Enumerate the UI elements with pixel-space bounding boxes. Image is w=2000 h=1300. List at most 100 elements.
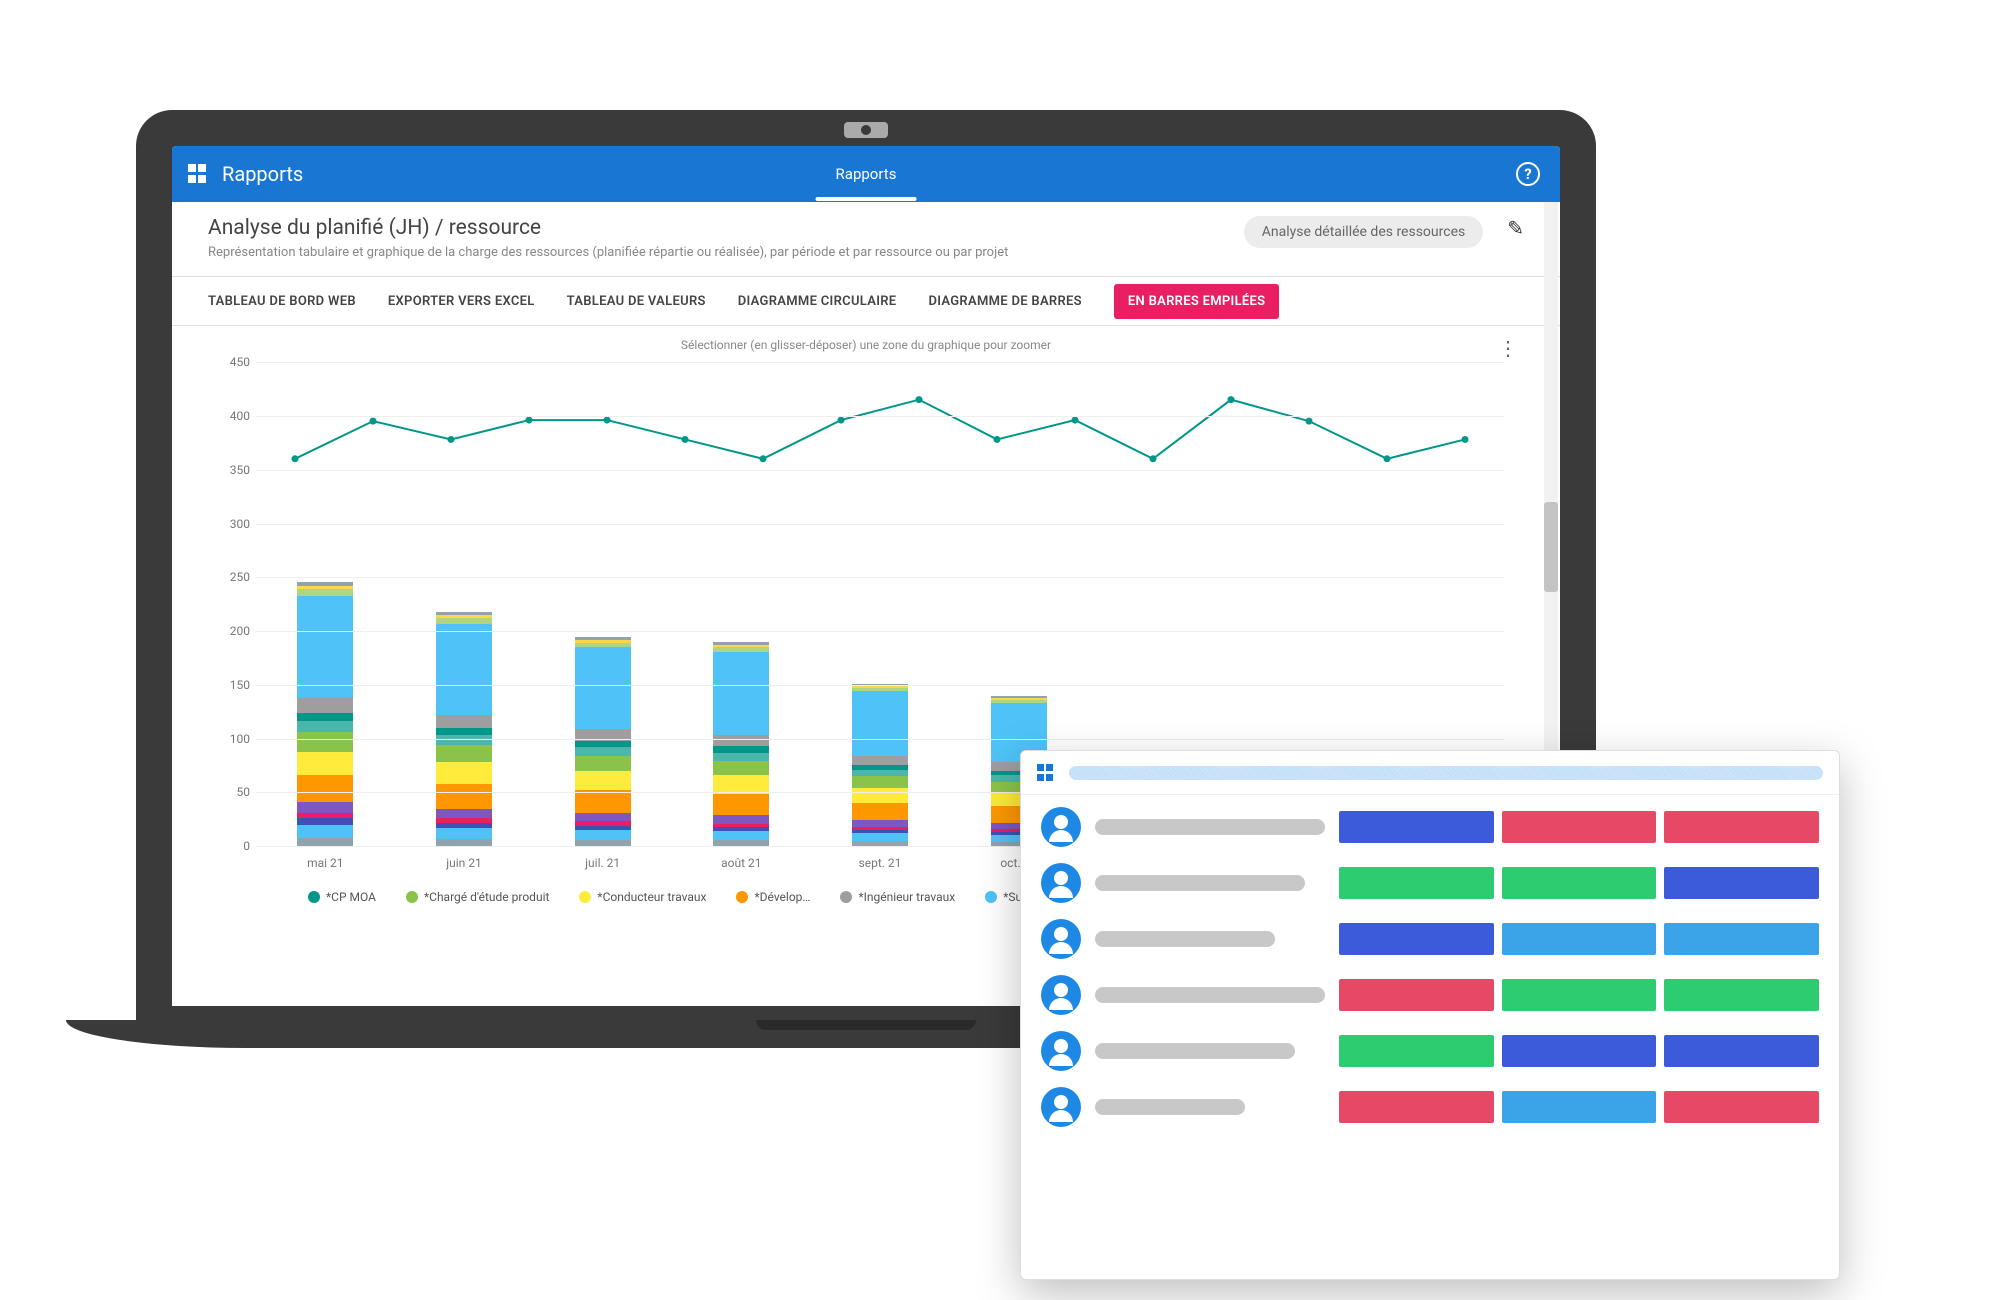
resource-row[interactable] (1021, 1023, 1839, 1079)
x-tick-label: juil. 21 (585, 856, 620, 870)
status-cell (1502, 979, 1657, 1011)
name-placeholder (1095, 987, 1325, 1003)
legend-label: *CP MOA (326, 890, 376, 904)
view-tab[interactable]: DIAGRAMME CIRCULAIRE (738, 294, 897, 309)
bar-segment (436, 745, 492, 762)
bar-segment (575, 747, 631, 756)
avatar-icon (1041, 1031, 1081, 1071)
status-cell (1502, 1091, 1657, 1123)
view-tab[interactable]: EN BARRES EMPILÉES (1114, 284, 1280, 319)
avatar-icon (1041, 863, 1081, 903)
avatar-icon (1041, 1087, 1081, 1127)
legend-label: *Dévelop… (754, 890, 810, 904)
resource-row[interactable] (1021, 967, 1839, 1023)
view-tab[interactable]: TABLEAU DE BORD WEB (208, 294, 356, 309)
legend-item[interactable]: *Ingénieur travaux (840, 890, 955, 904)
legend-label: *Chargé d'étude produit (424, 890, 549, 904)
resource-panel (1020, 750, 1840, 1280)
apps-icon[interactable] (188, 164, 208, 184)
help-icon[interactable]: ? (1516, 162, 1540, 186)
status-cell (1664, 1035, 1819, 1067)
view-tab[interactable]: DIAGRAMME DE BARRES (928, 294, 1081, 309)
y-tick-label: 250 (208, 570, 250, 584)
status-cell (1502, 811, 1657, 843)
avatar-icon (1041, 975, 1081, 1015)
bar-segment (436, 624, 492, 715)
bar-segment (713, 815, 769, 824)
app-title: Rapports (222, 162, 303, 186)
legend-item[interactable]: *Conducteur travaux (579, 890, 706, 904)
legend-swatch (985, 891, 997, 903)
status-cell (1339, 1091, 1494, 1123)
bar-segment (297, 721, 353, 732)
bar-segment (713, 735, 769, 746)
header-placeholder (1069, 766, 1823, 780)
page-description: Représentation tabulaire et graphique de… (208, 244, 1108, 262)
bar-segment (852, 776, 908, 788)
bar-segment (297, 775, 353, 802)
camera-icon (844, 122, 888, 138)
bar-segment (436, 839, 492, 847)
bar-segment (852, 803, 908, 820)
bar-segment (852, 788, 908, 803)
x-tick-label: juin 21 (446, 856, 482, 870)
legend-swatch (406, 891, 418, 903)
apps-icon[interactable] (1037, 764, 1055, 782)
status-cell (1339, 867, 1494, 899)
status-cell (1664, 867, 1819, 899)
resource-row[interactable] (1021, 1079, 1839, 1135)
legend-label: *Ingénieur travaux (858, 890, 955, 904)
bar-segment (852, 756, 908, 765)
bar-segment (436, 828, 492, 839)
y-tick-label: 350 (208, 463, 250, 477)
bar-column[interactable] (575, 637, 631, 847)
bar-segment (297, 713, 353, 722)
legend-item[interactable]: *Dévelop… (736, 890, 810, 904)
name-placeholder (1095, 931, 1275, 947)
bar-column[interactable] (852, 684, 908, 846)
view-tab[interactable]: EXPORTER VERS EXCEL (388, 294, 535, 309)
bar-segment (436, 809, 492, 819)
bar-segment (575, 830, 631, 840)
x-tick-label: sept. 21 (859, 856, 902, 870)
bar-segment (297, 838, 353, 847)
bar-segment (575, 790, 631, 813)
legend-item[interactable]: *CP MOA (308, 890, 376, 904)
avatar-icon (1041, 807, 1081, 847)
status-cell (1664, 811, 1819, 843)
tab-rapports[interactable]: Rapports (836, 165, 897, 183)
name-placeholder (1095, 1099, 1245, 1115)
legend-swatch (308, 891, 320, 903)
resource-row[interactable] (1021, 855, 1839, 911)
status-cell (1502, 923, 1657, 955)
legend-swatch (736, 891, 748, 903)
bar-segment (436, 728, 492, 736)
legend-item[interactable]: *Chargé d'étude produit (406, 890, 549, 904)
resource-row[interactable] (1021, 911, 1839, 967)
status-cell (1664, 979, 1819, 1011)
bar-segment (575, 647, 631, 729)
bar-column[interactable] (713, 642, 769, 846)
bar-segment (575, 771, 631, 790)
bar-segment (713, 652, 769, 736)
bar-segment (297, 825, 353, 838)
bar-segment (852, 691, 908, 756)
app-bar: Rapports Rapports ? (172, 146, 1560, 202)
edit-icon[interactable]: ✎ (1507, 216, 1524, 240)
more-icon[interactable]: ⋮ (1498, 336, 1516, 360)
view-tab[interactable]: TABLEAU DE VALEURS (567, 294, 706, 309)
bar-segment (713, 753, 769, 762)
y-tick-label: 450 (208, 355, 250, 369)
chip-analyse-detaillee[interactable]: Analyse détaillée des ressources (1244, 216, 1483, 248)
status-cell (1664, 923, 1819, 955)
status-cell (1664, 1091, 1819, 1123)
resource-row[interactable] (1021, 799, 1839, 855)
bar-segment (713, 761, 769, 775)
bar-segment (436, 735, 492, 745)
bar-segment (436, 762, 492, 784)
bar-column[interactable] (297, 582, 353, 847)
page-title: Analyse du planifié (JH) / ressource (208, 216, 1220, 240)
bar-column[interactable] (436, 612, 492, 846)
status-cell (1339, 811, 1494, 843)
bar-segment (297, 802, 353, 813)
